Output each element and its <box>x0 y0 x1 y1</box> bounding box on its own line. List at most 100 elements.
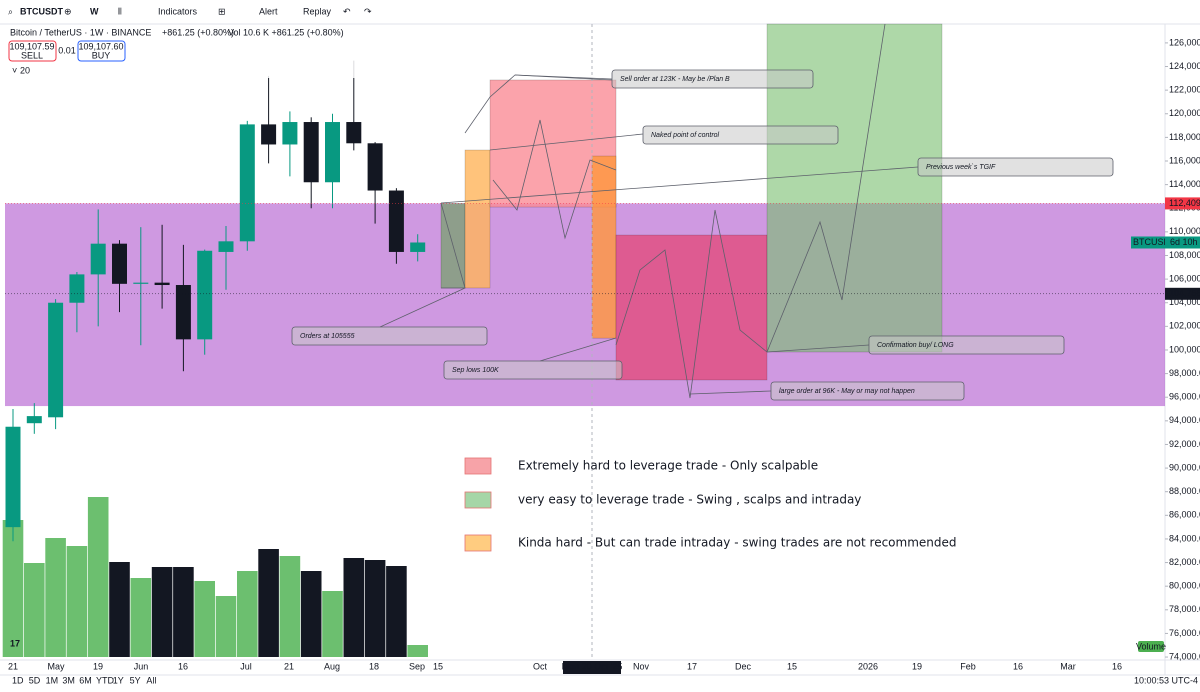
x-tick-label: Sep <box>409 661 425 671</box>
volume-bar <box>173 567 194 657</box>
y-tick-label: 124,000.0 <box>1169 61 1200 71</box>
sell-button[interactable] <box>8 40 57 62</box>
tv-logo: 17 <box>10 638 20 648</box>
range-button[interactable]: 3M <box>62 675 75 685</box>
callout-line <box>689 390 772 395</box>
legend-swatch <box>464 457 492 475</box>
candle-body <box>5 426 21 528</box>
volume-tag <box>1138 641 1164 652</box>
callout-text: large order at 96K - May or may not happ… <box>779 388 915 395</box>
toolbar <box>0 0 1200 24</box>
range-button[interactable]: YTD <box>96 675 115 685</box>
series-change: +861.25 (+0.80%) <box>162 27 234 37</box>
sell-price[interactable]: 109,107.59 <box>9 41 54 51</box>
buy-button[interactable] <box>77 40 126 62</box>
sell-label[interactable]: SELL <box>21 50 43 60</box>
x-tick-label: Jun <box>134 661 149 671</box>
candle-body <box>90 243 106 275</box>
range-button[interactable]: All <box>146 675 156 685</box>
candle-body <box>367 143 383 191</box>
range-button[interactable]: 5Y <box>130 675 141 685</box>
range-button[interactable]: 1Y <box>113 675 124 685</box>
x-tick-label: May <box>47 661 65 671</box>
undo-button[interactable]: ↶ <box>343 6 351 16</box>
ma-length: 20 <box>20 65 30 75</box>
templates-button[interactable]: ⊞ <box>218 6 226 16</box>
y-tick-label: 100,000.0 <box>1169 344 1200 354</box>
series-volume: Vol 10.6 K +861.25 (+0.80%) <box>228 27 344 37</box>
chart-type-button[interactable]: ⫴ <box>118 6 122 16</box>
callout-line <box>489 133 644 151</box>
callout-text: Orders at 105555 <box>300 333 355 340</box>
countdown-tag <box>1165 236 1200 249</box>
redo-button[interactable]: ↷ <box>364 6 372 16</box>
interval-button[interactable]: W <box>90 6 99 16</box>
candle-body <box>133 282 149 284</box>
x-tick-label: Nov <box>633 661 650 671</box>
range-button[interactable]: 1M <box>46 675 59 685</box>
volume-bar <box>237 571 258 657</box>
callout-line <box>766 344 870 353</box>
range-button[interactable]: 6M <box>79 675 92 685</box>
y-tick-label: 118,000.0 <box>1169 132 1200 142</box>
candle-body <box>48 302 64 418</box>
x-tick-label: Oct <box>533 661 548 671</box>
volume-bar <box>322 591 343 657</box>
price-tag-label: 112,409.8 <box>1169 198 1200 208</box>
x-tick-label: 16 <box>178 661 188 671</box>
last-tag-symbol: BTCUSDT <box>1133 237 1176 247</box>
spread: 0.01 <box>58 45 76 55</box>
volume-bar <box>386 566 407 657</box>
series-title: Bitcoin / TetherUS · 1W · BINANCE <box>10 27 151 37</box>
buy-price[interactable]: 109,107.60 <box>78 41 123 51</box>
zigzag-drawing <box>615 209 768 399</box>
callout-line <box>539 337 617 362</box>
search-icon[interactable]: ⌕ <box>8 6 13 16</box>
zigzag-drawing <box>492 119 617 240</box>
clock: 10:00:53 UTC-4 <box>1134 675 1198 685</box>
candle-body <box>325 122 340 183</box>
zigzag-drawing <box>766 23 886 353</box>
indicator-toggle[interactable]: ˅ <box>12 65 17 75</box>
y-tick-label: 106,000.0 <box>1169 273 1200 283</box>
cursor-date-bg <box>563 661 621 674</box>
callout-box <box>868 335 1065 355</box>
zone <box>615 234 768 381</box>
y-tick-label: 92,000.0 <box>1169 439 1200 449</box>
legend-swatch <box>464 491 492 509</box>
range-button[interactable]: 5D <box>29 675 41 685</box>
volume-bar <box>279 556 301 657</box>
y-tick-label: 108,000.0 <box>1169 250 1200 260</box>
y-tick-label: 122,000.0 <box>1169 85 1200 95</box>
alert-button[interactable]: Alert <box>259 6 278 16</box>
indicators-button[interactable]: Indicators <box>158 6 198 16</box>
x-tick-label: Feb <box>960 661 976 671</box>
range-button[interactable]: 1D <box>12 675 24 685</box>
candle-body <box>410 242 426 252</box>
callout-line <box>379 287 466 328</box>
buy-label[interactable]: BUY <box>92 50 111 60</box>
y-tick-label: 84,000.0 <box>1169 533 1200 543</box>
y-tick-label: 80,000.0 <box>1169 581 1200 591</box>
legend: Extremely hard to leverage trade - Only … <box>464 457 957 552</box>
y-tick-label: 96,000.0 <box>1169 392 1200 402</box>
symbol-button[interactable]: BTCUSDT <box>20 6 63 16</box>
callout-box <box>917 157 1114 177</box>
countdown: 6d 10h <box>1170 237 1198 247</box>
price-tag <box>1165 287 1200 300</box>
volume-bar <box>364 560 386 657</box>
legend-text: very easy to leverage trade - Swing , sc… <box>518 493 861 507</box>
callout-box <box>291 326 488 346</box>
y-tick-label: 120,000.0 <box>1169 108 1200 118</box>
volume-bar <box>24 563 45 657</box>
volume-bar <box>343 558 365 657</box>
replay-button[interactable]: Replay <box>303 6 332 16</box>
volume-bar <box>87 497 109 657</box>
legend-swatch <box>464 534 492 552</box>
candle-body <box>261 124 277 145</box>
candle-body <box>112 243 127 284</box>
volume-bar <box>66 546 88 657</box>
y-tick-label: 110,000.0 <box>1169 226 1200 236</box>
volume-bar <box>300 571 322 657</box>
add-symbol[interactable]: ⊕ <box>64 6 72 16</box>
